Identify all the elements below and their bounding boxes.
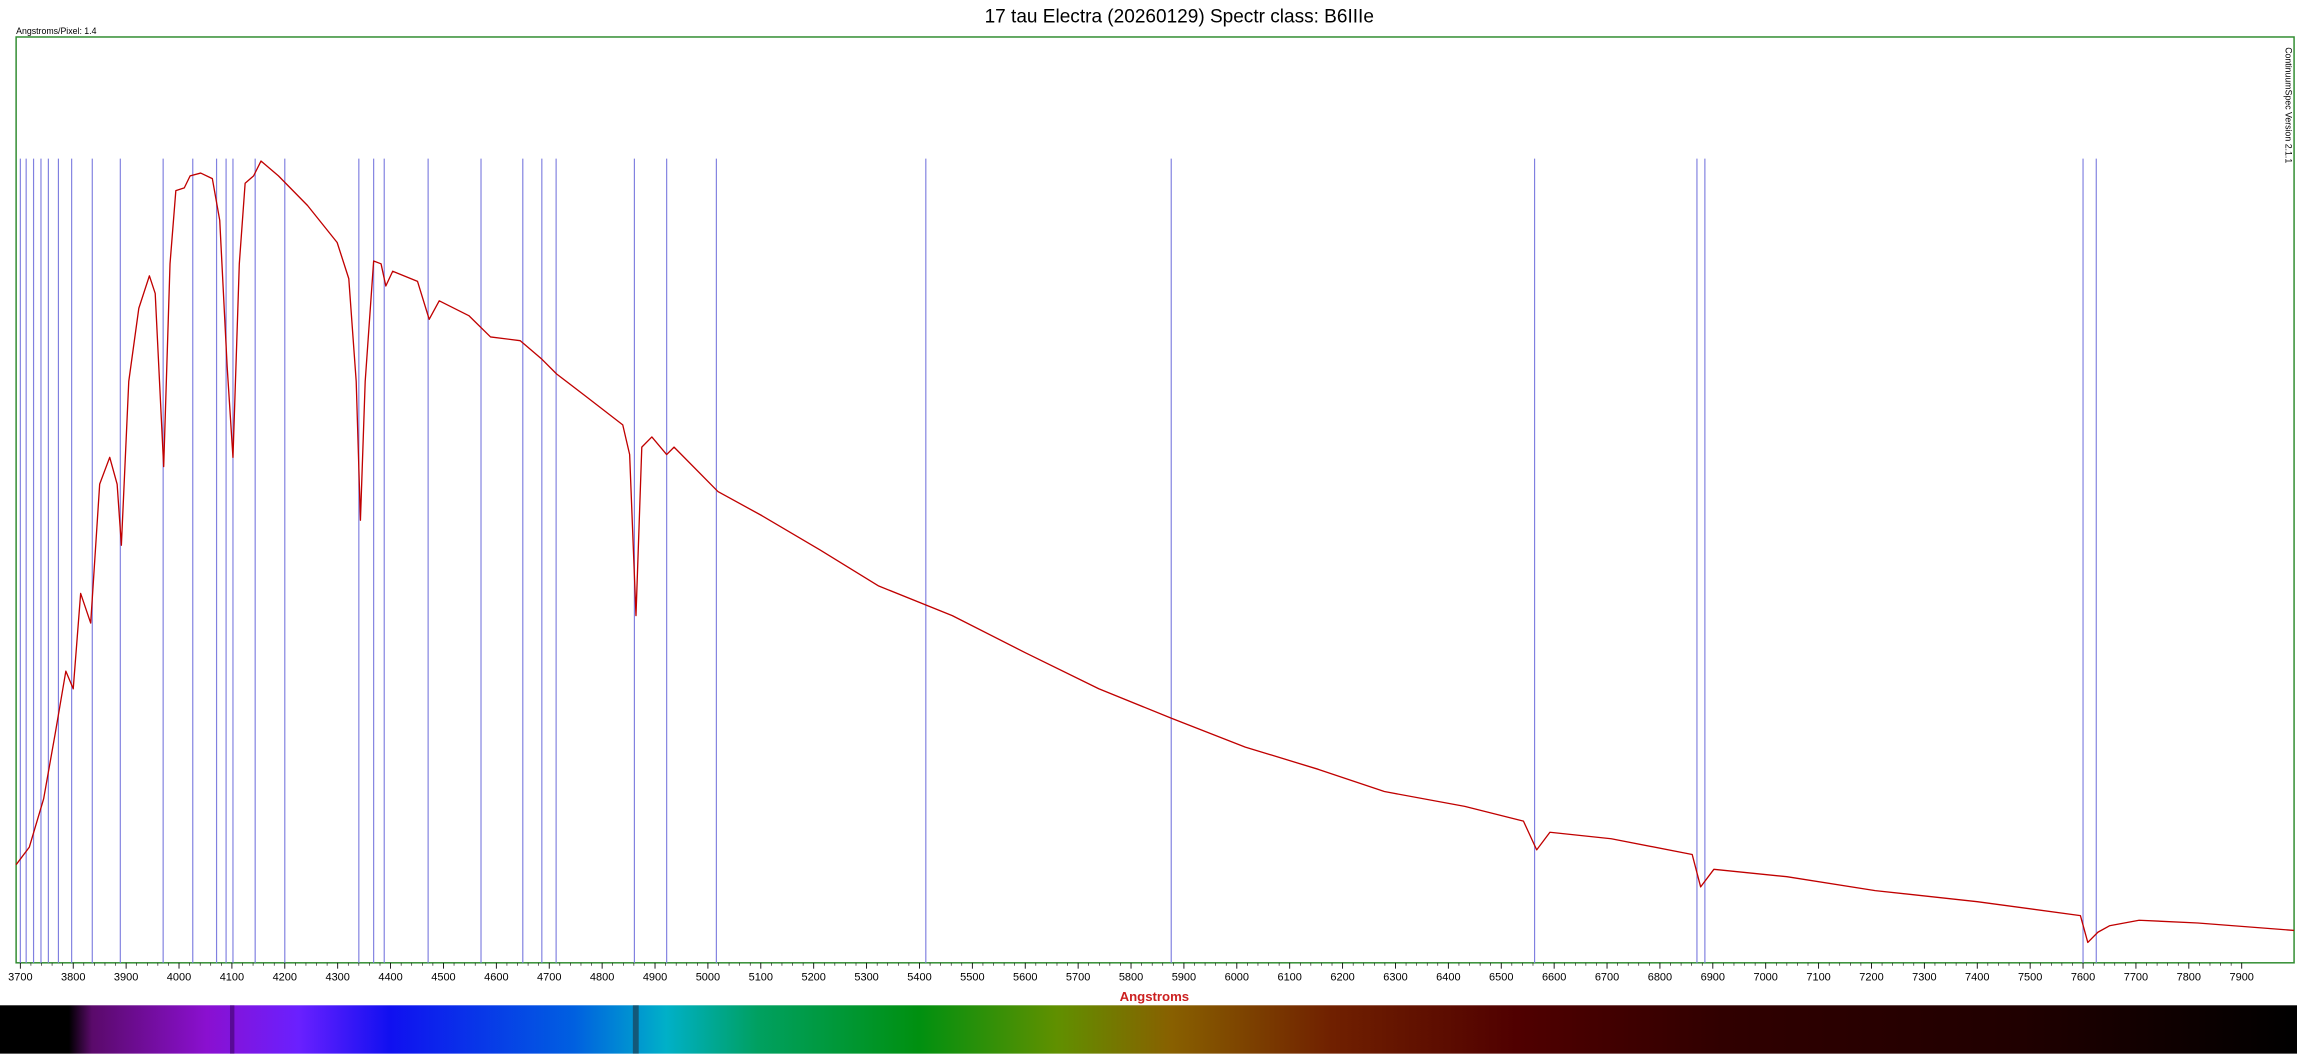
x-tick-label: 7100 <box>1806 971 1830 983</box>
absorption-band <box>632 1005 639 1054</box>
absorption-band <box>229 1005 235 1054</box>
reference-lines <box>19 158 2097 963</box>
x-tick-label: 6100 <box>1277 971 1301 983</box>
x-tick-label: 5000 <box>696 971 720 983</box>
series <box>15 160 2295 944</box>
x-tick-label: 7700 <box>2124 971 2148 983</box>
x-tick-label: 4700 <box>537 971 561 983</box>
x-tick-label: 6800 <box>1648 971 1672 983</box>
x-tick-label: 5500 <box>960 971 984 983</box>
x-tick-label: 4600 <box>484 971 508 983</box>
x-tick-label: 5400 <box>907 971 931 983</box>
x-tick-label: 5600 <box>1013 971 1037 983</box>
plot-frame <box>15 36 2295 964</box>
x-tick-label: 4100 <box>220 971 244 983</box>
x-tick-label: 3700 <box>8 971 32 983</box>
x-tick-label: 7900 <box>2230 971 2254 983</box>
x-axis-label: Angstroms <box>1120 989 1190 1004</box>
x-tick-label: 4400 <box>378 971 402 983</box>
x-tick-label: 7300 <box>1912 971 1936 983</box>
x-tick-label: 6600 <box>1542 971 1566 983</box>
x-tick-label: 6500 <box>1489 971 1513 983</box>
annotation: Angstroms/Pixel: 1.4 <box>16 26 97 36</box>
x-tick-label: 4800 <box>590 971 614 983</box>
x-tick-label: 5700 <box>1066 971 1090 983</box>
x-tick-label: 6400 <box>1436 971 1460 983</box>
x-tick-label: 4200 <box>273 971 297 983</box>
x-tick-label: 5800 <box>1119 971 1143 983</box>
x-tick-label: 4000 <box>167 971 191 983</box>
x-tick-label: 7200 <box>1859 971 1883 983</box>
spectrum-line <box>15 160 2295 944</box>
x-tick-label: 6200 <box>1330 971 1354 983</box>
x-tick-label: 7800 <box>2177 971 2201 983</box>
x-tick-label: 6900 <box>1701 971 1725 983</box>
x-tick-label: 3900 <box>114 971 138 983</box>
x-tick-label: 5200 <box>801 971 825 983</box>
x-tick-label: 6300 <box>1383 971 1407 983</box>
x-tick-label: 7400 <box>1965 971 1989 983</box>
x-tick-label: 5100 <box>749 971 773 983</box>
x-axis: 3700 3800 3900 4000 4100 4200 4300 4400 4500 4600… <box>8 962 2254 983</box>
x-tick-label: 4500 <box>431 971 455 983</box>
spectrum-strip <box>0 1005 2297 1054</box>
x-tick-label: 3800 <box>61 971 85 983</box>
x-tick-label: 7500 <box>2018 971 2042 983</box>
x-tick-label: 6700 <box>1595 971 1619 983</box>
x-tick-label: 4300 <box>325 971 349 983</box>
x-tick-label: 5300 <box>854 971 878 983</box>
x-tick-label: 4900 <box>643 971 667 983</box>
chart-title: 17 tau Electra (20260129) Spectr class: … <box>985 6 1374 27</box>
x-tick-label: 7600 <box>2071 971 2095 983</box>
x-tick-label: 7000 <box>1754 971 1778 983</box>
version-text: ContinuumSpec Version 2.1.1 <box>2283 47 2293 163</box>
x-tick-label: 6000 <box>1225 971 1249 983</box>
x-tick-label: 5900 <box>1172 971 1196 983</box>
